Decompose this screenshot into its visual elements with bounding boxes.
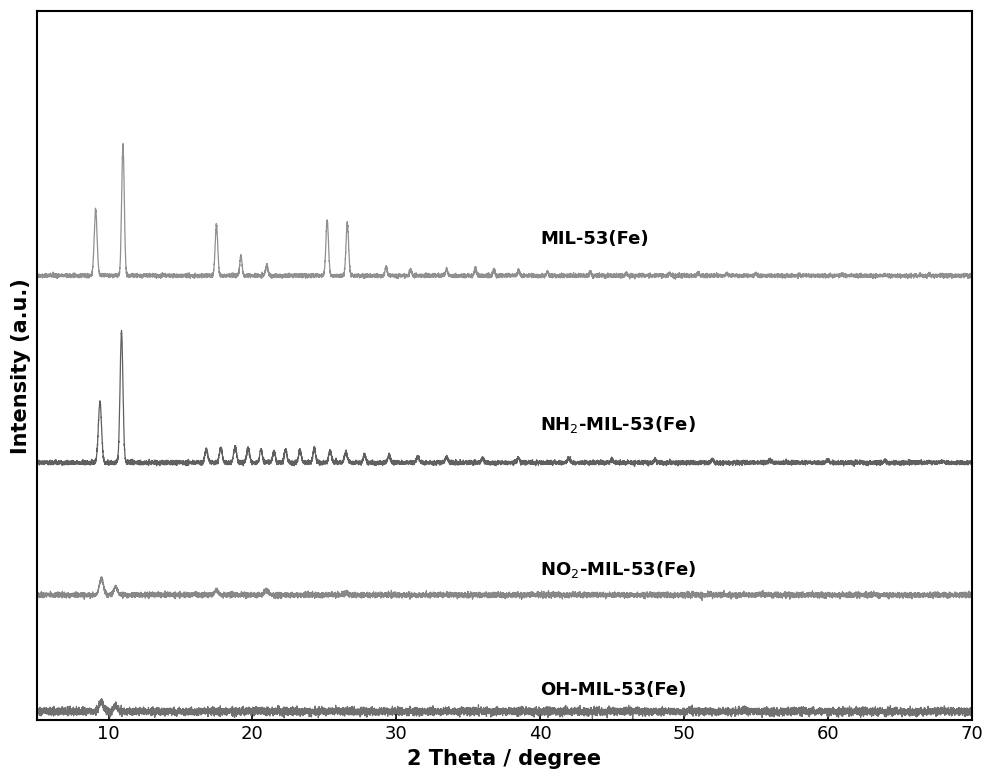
Y-axis label: Intensity (a.u.): Intensity (a.u.) (11, 278, 31, 454)
Text: NO$_2$-MIL-53(Fe): NO$_2$-MIL-53(Fe) (540, 559, 697, 580)
Text: MIL-53(Fe): MIL-53(Fe) (540, 230, 649, 248)
Text: NH$_2$-MIL-53(Fe): NH$_2$-MIL-53(Fe) (540, 414, 696, 435)
X-axis label: 2 Theta / degree: 2 Theta / degree (407, 749, 601, 769)
Text: OH-MIL-53(Fe): OH-MIL-53(Fe) (540, 681, 687, 699)
